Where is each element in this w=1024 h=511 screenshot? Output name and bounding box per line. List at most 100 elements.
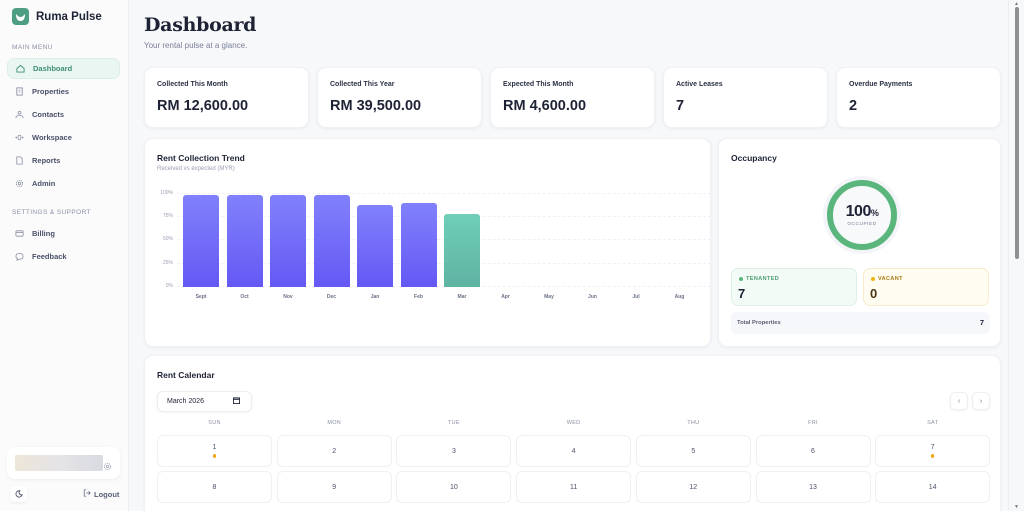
day-number: 14: [928, 483, 937, 491]
file-icon: [15, 156, 24, 165]
sidebar-item-billing[interactable]: Billing: [7, 223, 120, 244]
day-of-week-header: TUE: [447, 420, 460, 426]
tenanted-dot-icon: [739, 277, 743, 281]
y-tick: 0%: [165, 283, 173, 289]
chart-title: Rent Collection Trend: [157, 153, 245, 163]
logout-button[interactable]: Logout: [83, 489, 119, 499]
gear-icon: [15, 179, 24, 188]
chevron-left-icon: ‹: [957, 397, 961, 405]
user-info-redacted: [15, 455, 103, 471]
gridline: [177, 193, 711, 194]
sidebar-item-admin[interactable]: Admin: [7, 173, 120, 194]
bar-dec[interactable]: [313, 195, 350, 287]
sidebar-item-label: Properties: [32, 87, 70, 96]
day-number: 13: [809, 483, 817, 491]
vacant-label: VACANT: [878, 276, 903, 282]
stat-card-collected-year: Collected This Year RM 39,500.00: [317, 67, 482, 128]
calendar-day[interactable]: 4: [516, 435, 632, 467]
sidebar-item-label: Contacts: [32, 110, 65, 119]
sidebar-item-contacts[interactable]: Contacts: [7, 104, 120, 125]
page-subtitle: Your rental pulse at a glance.: [144, 41, 248, 50]
bar-nov[interactable]: [270, 195, 306, 287]
calendar-day[interactable]: 11: [516, 471, 632, 503]
stat-label: Collected This Year: [330, 81, 395, 88]
x-tick: Nov: [283, 294, 293, 300]
day-of-week-header: WED: [566, 420, 581, 426]
calendar-day[interactable]: 3: [396, 435, 512, 467]
chevron-right-icon: ›: [979, 397, 983, 405]
calendar-day[interactable]: 10: [396, 471, 512, 503]
users-icon: [15, 110, 24, 119]
bar-feb[interactable]: [400, 203, 437, 287]
x-tick: Apr: [501, 294, 510, 300]
calendar-day[interactable]: 5: [635, 435, 751, 467]
sidebar-item-workspace[interactable]: Workspace: [7, 127, 120, 148]
calendar-day[interactable]: 12: [635, 471, 751, 503]
sidebar-item-label: Reports: [32, 156, 61, 165]
sidebar-item-reports[interactable]: Reports: [7, 150, 120, 171]
next-month-button[interactable]: ›: [972, 392, 990, 410]
calendar-day[interactable]: 8: [157, 471, 272, 503]
day-number: 11: [569, 483, 578, 491]
bars: [145, 193, 712, 287]
calendar-day[interactable]: 7: [875, 435, 991, 467]
stat-label: Overdue Payments: [849, 81, 913, 88]
calendar-day[interactable]: 2: [276, 435, 392, 467]
sidebar-item-label: Admin: [32, 179, 56, 188]
sidebar: Ruma Pulse MAIN MENU Dashboard Propertie…: [0, 0, 129, 511]
stat-card-expected-month: Expected This Month RM 4,600.00: [490, 67, 655, 128]
theme-toggle-button[interactable]: [10, 486, 27, 502]
calendar-day[interactable]: 13: [755, 471, 871, 503]
occupancy-title: Occupancy: [731, 153, 777, 163]
x-tick: Dec: [326, 294, 337, 300]
scroll-down-arrow-icon[interactable]: ▼: [1014, 504, 1019, 510]
month-picker-input[interactable]: March 2026: [157, 391, 252, 412]
bar-oct[interactable]: [226, 195, 263, 287]
total-properties-label: Total Properties: [737, 320, 781, 326]
scroll-up-arrow-icon[interactable]: ▲: [1014, 1, 1019, 7]
calendar-day[interactable]: 9: [276, 471, 392, 503]
stat-label: Collected This Month: [157, 81, 228, 88]
stat-value: 7: [676, 98, 685, 114]
x-tick: Jul: [632, 294, 640, 300]
logout-icon: [83, 489, 91, 499]
x-axis: Sept Oct Nov Dec Jan Feb Mar Apr May Jun Jul Aug: [145, 294, 712, 304]
app-name: Ruma Pulse: [36, 10, 102, 23]
calendar-day[interactable]: 14: [875, 471, 991, 503]
bar-mar[interactable]: [444, 214, 480, 287]
y-tick: 25%: [162, 260, 173, 266]
sidebar-item-feedback[interactable]: Feedback: [7, 246, 120, 267]
prev-month-button[interactable]: ‹: [950, 392, 968, 410]
page-scrollbar[interactable]: ▲ ▼: [1008, 0, 1024, 511]
day-number: 1: [212, 444, 217, 452]
rent-calendar-card: Rent Calendar March 2026 ‹ › SUN MON TUE WE…: [144, 355, 1001, 511]
calendar-day[interactable]: 1: [157, 435, 272, 467]
day-number: 10: [449, 483, 458, 491]
rent-collection-trend-card: Rent Collection Trend Received vs expect…: [144, 138, 711, 347]
scrollbar-thumb[interactable]: [1015, 7, 1019, 259]
calendar-day[interactable]: 6: [755, 435, 871, 467]
total-properties-row: Total Properties 7: [731, 312, 990, 334]
occupancy-ring: 100% OCCUPIED: [823, 176, 901, 254]
day-of-week-header: THU: [687, 420, 700, 426]
sidebar-item-label: Feedback: [32, 252, 67, 261]
user-profile-card[interactable]: [7, 447, 120, 479]
bar-chart: 100% 75% 50% 25% 0% Sept Oct Nov Dec Jan Feb M…: [145, 190, 712, 313]
settings-support-label: SETTINGS & SUPPORT: [12, 209, 91, 216]
brand[interactable]: Ruma Pulse: [12, 8, 102, 25]
x-tick: Mar: [457, 294, 467, 300]
vacant-dot-icon: [871, 277, 875, 281]
tenanted-value: 7: [738, 286, 746, 301]
main-menu-label: MAIN MENU: [12, 44, 53, 51]
moon-icon: [15, 485, 23, 503]
x-tick: Aug: [674, 294, 685, 300]
user-settings-icon[interactable]: [103, 458, 112, 476]
building-icon: [15, 87, 24, 96]
bar-sept[interactable]: [183, 195, 219, 287]
sidebar-item-label: Workspace: [32, 133, 72, 142]
stat-value: 2: [849, 98, 858, 114]
bar-jan[interactable]: [357, 205, 393, 287]
sidebar-item-properties[interactable]: Properties: [7, 81, 120, 102]
day-number: 9: [332, 483, 337, 491]
sidebar-item-dashboard[interactable]: Dashboard: [7, 58, 120, 79]
